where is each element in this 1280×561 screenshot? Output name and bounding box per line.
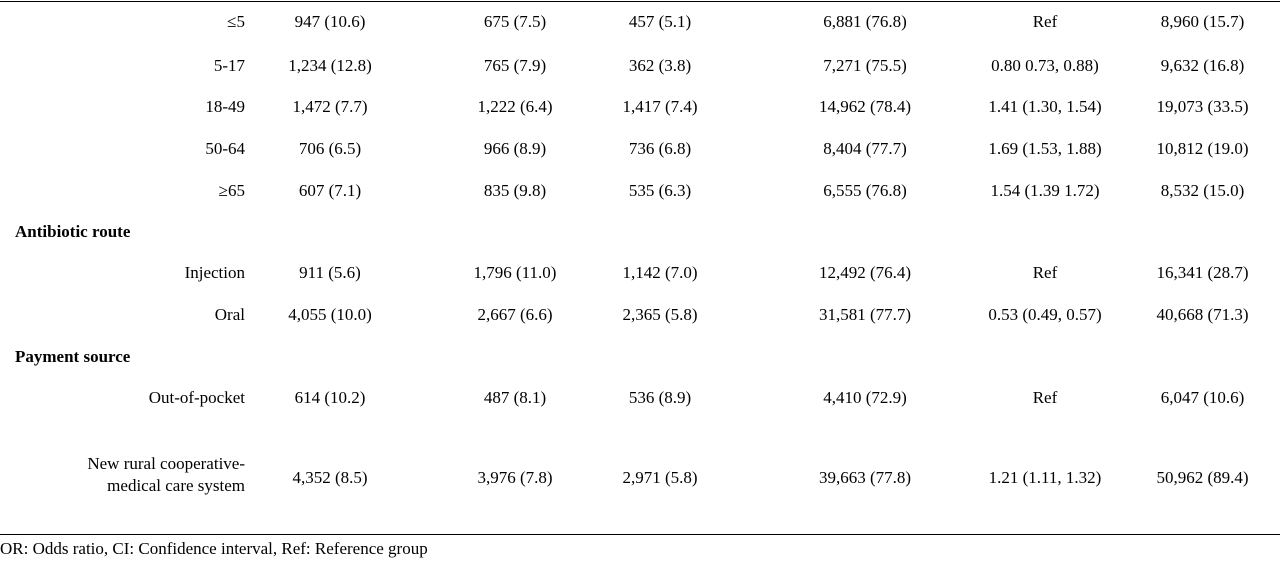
table-cell: 1,472 (7.7) (292, 97, 368, 116)
row-label-line-1: New rural cooperative- (87, 454, 245, 473)
table-cell: 457 (5.1) (628, 12, 692, 31)
table-cell: 607 (7.1) (298, 181, 362, 200)
table-row: 18-49 1,472 (7.7) 1,222 (6.4) 1,417 (7.4… (0, 95, 1280, 119)
table-cell: 1.21 (1.11, 1.32) (988, 468, 1102, 487)
table-row: Out-of-pocket 614 (10.2) 487 (8.1) 536 (… (0, 386, 1280, 410)
table-cell: 1,417 (7.4) (622, 97, 698, 116)
table-cell: 947 (10.6) (294, 12, 366, 31)
row-label: Injection (184, 263, 245, 282)
table-cell: 6,555 (76.8) (823, 181, 907, 200)
row-label: 50-64 (205, 139, 245, 158)
table-cell: 9,632 (16.8) (1160, 56, 1245, 75)
table-cell: 362 (3.8) (628, 56, 692, 75)
table-cell: 1,796 (11.0) (473, 263, 557, 282)
table-cell: 31,581 (77.7) (818, 305, 912, 324)
table-cell: 6,047 (10.6) (1160, 388, 1245, 407)
section-heading-payment-source: Payment source (15, 347, 131, 366)
section-heading-antibiotic-route: Antibiotic route (15, 222, 131, 241)
table-cell: 12,492 (76.4) (818, 263, 912, 282)
table-cell: 535 (6.3) (628, 181, 692, 200)
table-cell: 0.80 0.73, 0.88) (991, 56, 1099, 75)
table-cell: Ref (1032, 263, 1058, 282)
table-cell: Ref (1032, 12, 1058, 31)
table-row: New rural cooperative- medical care syst… (0, 454, 1280, 506)
table-cell: 8,960 (15.7) (1160, 12, 1245, 31)
table-cell: 2,667 (6.6) (477, 305, 553, 324)
row-label: Out-of-pocket (148, 388, 245, 407)
table-cell: 614 (10.2) (294, 388, 366, 407)
table-cell: 1.41 (1.30, 1.54) (988, 97, 1102, 116)
table-cell: 4,055 (10.0) (288, 305, 372, 324)
table-cell: 8,404 (77.7) (823, 139, 907, 158)
table-cell: 1,142 (7.0) (622, 263, 698, 282)
table-bottom-rule (0, 534, 1280, 535)
table-cell: 1.54 (1.39 1.72) (990, 181, 1100, 200)
table-row: ≥65 607 (7.1) 835 (9.8) 535 (6.3) 6,555 … (0, 179, 1280, 203)
table-cell: 14,962 (78.4) (818, 97, 912, 116)
table-cell: 835 (9.8) (483, 181, 547, 200)
table-cell: 765 (7.9) (483, 56, 547, 75)
table-cell: 1,234 (12.8) (288, 56, 372, 75)
table-cell: 736 (6.8) (628, 139, 692, 158)
row-label: Oral (214, 305, 245, 324)
table-row: ≤5 947 (10.6) 675 (7.5) 457 (5.1) 6,881 … (0, 10, 1280, 34)
table-top-rule (0, 1, 1280, 2)
table-cell: 2,365 (5.8) (622, 305, 698, 324)
row-label: 18-49 (205, 97, 245, 116)
table-cell: 4,410 (72.9) (823, 388, 907, 407)
table-cell: 50,962 (89.4) (1156, 468, 1249, 487)
row-label-line-2: medical care system (107, 476, 245, 495)
table-cell: 16,341 (28.7) (1156, 263, 1249, 282)
table-cell: 911 (5.6) (299, 263, 361, 282)
table-cell: 706 (6.5) (298, 139, 362, 158)
table-cell: 536 (8.9) (628, 388, 692, 407)
table-cell: 966 (8.9) (483, 139, 547, 158)
table-footnote: OR: Odds ratio, CI: Confidence interval,… (0, 539, 428, 558)
table-cell: 39,663 (77.8) (818, 468, 912, 487)
table-cell: 4,352 (8.5) (292, 468, 368, 487)
table-cell: 10,812 (19.0) (1156, 139, 1249, 158)
table-cell: 8,532 (15.0) (1160, 181, 1245, 200)
table-cell: 6,881 (76.8) (823, 12, 907, 31)
table-cell: 40,668 (71.3) (1156, 305, 1249, 324)
table-cell: 487 (8.1) (483, 388, 547, 407)
table-cell: 2,971 (5.8) (622, 468, 698, 487)
table-cell: Ref (1032, 388, 1058, 407)
table-row: Injection 911 (5.6) 1,796 (11.0) 1,142 (… (0, 261, 1280, 285)
table-row: Oral 4,055 (10.0) 2,667 (6.6) 2,365 (5.8… (0, 303, 1280, 327)
table-row: 5-17 1,234 (12.8) 765 (7.9) 362 (3.8) 7,… (0, 54, 1280, 78)
row-label: 5-17 (213, 56, 245, 75)
table-cell: 675 (7.5) (483, 12, 547, 31)
row-label: ≥65 (218, 181, 245, 200)
table-cell: 0.53 (0.49, 0.57) (988, 305, 1102, 324)
table-cell: 7,271 (75.5) (823, 56, 907, 75)
table-cell: 3,976 (7.8) (477, 468, 553, 487)
table-cell: 19,073 (33.5) (1156, 97, 1249, 116)
table-cell: 1.69 (1.53, 1.88) (988, 139, 1102, 158)
row-label: ≤5 (227, 12, 245, 31)
table-cell: 1,222 (6.4) (477, 97, 553, 116)
table-row: 50-64 706 (6.5) 966 (8.9) 736 (6.8) 8,40… (0, 137, 1280, 161)
